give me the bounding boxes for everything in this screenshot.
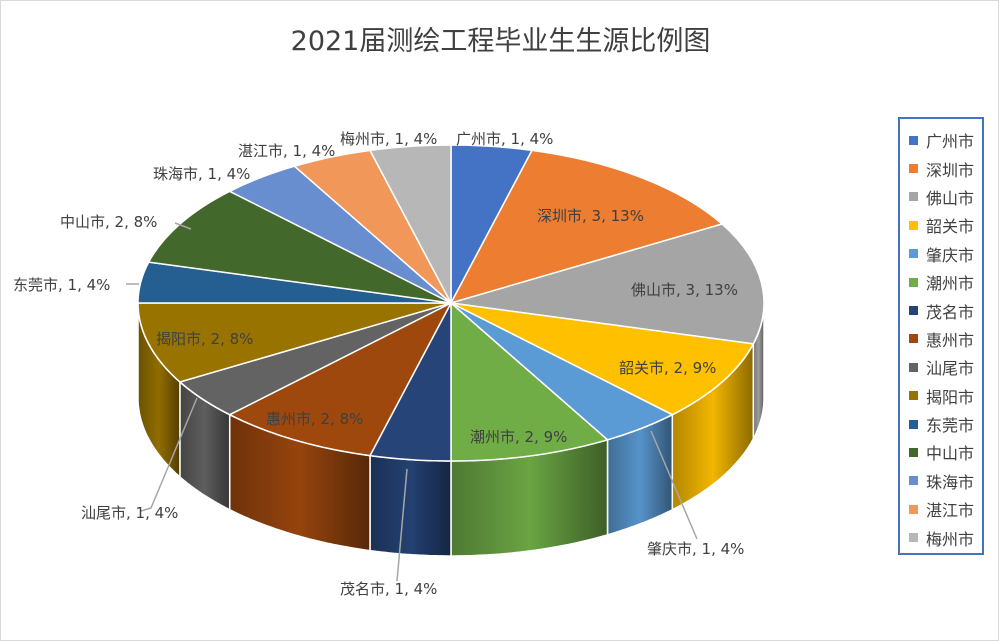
legend-swatch (909, 192, 918, 202)
legend-swatch (909, 419, 918, 429)
legend-item: 东莞市 (900, 410, 982, 438)
legend-item: 梅州市 (900, 523, 982, 551)
legend-label: 广州市 (926, 132, 975, 152)
legend-swatch (909, 277, 918, 287)
legend-label: 梅州市 (926, 529, 975, 549)
legend-item: 肇庆市 (900, 240, 982, 268)
slice-7-side (369, 454, 452, 557)
legend-item: 茂名市 (900, 296, 982, 324)
legend-label: 惠州市 (926, 330, 975, 350)
slice-8-top (228, 302, 452, 457)
slice-15-top (369, 144, 452, 304)
legend-item: 韶关市 (900, 211, 982, 239)
slice-14-data-label: 湛江市, 1, 4% (238, 142, 335, 160)
legend-swatch (909, 447, 918, 457)
slice-10-data-label: 揭阳市, 2, 8% (156, 330, 253, 348)
legend-swatch (909, 533, 918, 543)
legend-label: 中山市 (926, 444, 975, 464)
slice-3-data-label: 佛山市, 3, 13% (631, 281, 738, 299)
slice-6-top (450, 302, 609, 462)
legend-item: 广州市 (900, 126, 982, 154)
legend-swatch (909, 476, 918, 486)
legend-swatch (909, 249, 918, 259)
slice-2-top (450, 149, 723, 304)
slice-4-top (450, 302, 755, 416)
legend-label: 揭阳市 (926, 387, 975, 407)
legend-label: 东莞市 (926, 416, 975, 436)
slice-5-leader-line (650, 430, 698, 540)
slice-15-data-label: 梅州市, 1, 4% (340, 130, 437, 148)
slice-7-leader-line (396, 468, 408, 582)
legend-item: 珠海市 (900, 467, 982, 495)
slice-1-data-label: 广州市, 1, 4% (456, 130, 553, 148)
slice-9-leader-line (140, 397, 198, 512)
legend-swatch (909, 362, 918, 372)
slice-4-data-label: 韶关市, 2, 9% (619, 359, 716, 377)
slice-2-data-label: 深圳市, 3, 13% (537, 207, 644, 225)
legend-swatch (909, 135, 918, 145)
legend-label: 茂名市 (926, 302, 975, 322)
slice-6-data-label: 潮州市, 2, 9% (470, 428, 567, 446)
legend-label: 肇庆市 (926, 245, 975, 265)
legend-item: 佛山市 (900, 183, 982, 211)
slice-7-data-label: 茂名市, 1, 4% (340, 580, 437, 598)
legend-item: 中山市 (900, 438, 982, 466)
slice-10-top (137, 302, 452, 383)
slice-5-data-label: 肇庆市, 1, 4% (647, 540, 744, 558)
legend-item: 汕尾市 (900, 353, 982, 381)
slice-3-top (450, 223, 765, 345)
slice-12-top (147, 190, 452, 304)
legend-label: 潮州市 (926, 274, 975, 294)
legend-label: 湛江市 (926, 501, 975, 521)
slice-11-data-label: 东莞市, 1, 4% (13, 276, 110, 294)
legend-swatch (909, 504, 918, 514)
slice-12-data-label: 中山市, 2, 8% (60, 213, 157, 231)
slice-8-data-label: 惠州市, 2, 8% (266, 410, 363, 428)
slice-12-leader-line (174, 222, 192, 230)
legend-item: 潮州市 (900, 268, 982, 296)
legend-label: 佛山市 (926, 188, 975, 208)
legend-label: 深圳市 (926, 160, 975, 180)
legend-swatch (909, 334, 918, 344)
slice-13-data-label: 珠海市, 1, 4% (153, 165, 250, 183)
slice-9-data-label: 汕尾市, 1, 4% (81, 504, 178, 522)
legend-swatch (909, 220, 918, 230)
legend-label: 汕尾市 (926, 359, 975, 379)
legend-swatch (909, 391, 918, 401)
legend-item: 揭阳市 (900, 382, 982, 410)
chart-title: 2021届测绘工程毕业生生源比例图 (290, 26, 711, 57)
legend-label: 珠海市 (926, 472, 975, 492)
legend-item: 湛江市 (900, 495, 982, 523)
legend-label: 韶关市 (926, 217, 975, 237)
legend-swatch (909, 164, 918, 174)
legend-swatch (909, 306, 918, 316)
legend: 广州市深圳市佛山市韶关市肇庆市潮州市茂名市惠州市汕尾市揭阳市东莞市中山市珠海市湛… (898, 117, 984, 555)
legend-item: 深圳市 (900, 154, 982, 182)
legend-item: 惠州市 (900, 325, 982, 353)
